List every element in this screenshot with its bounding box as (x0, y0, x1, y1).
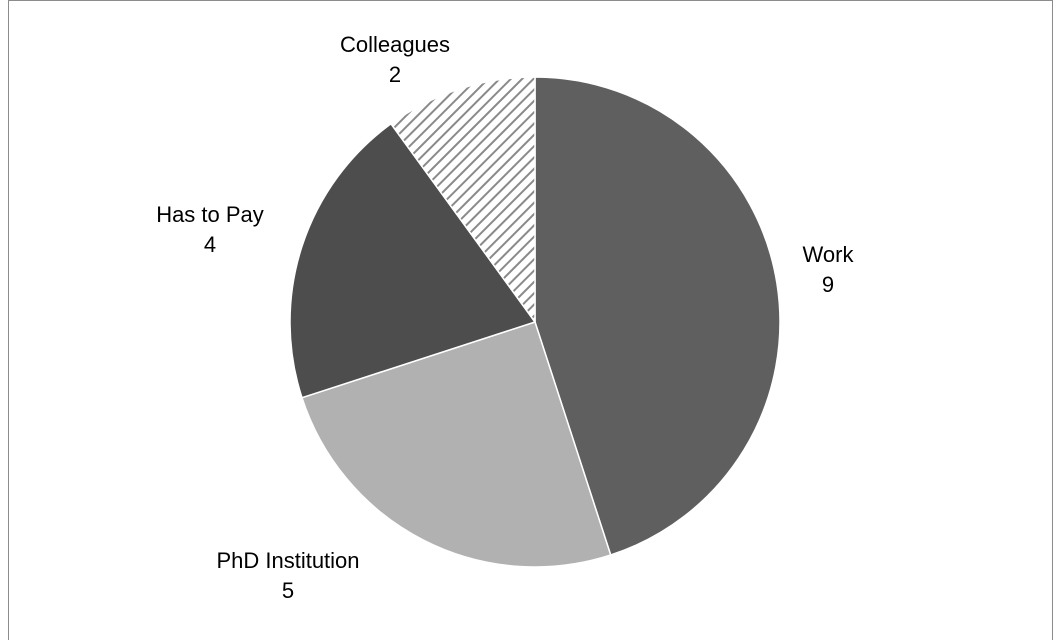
pie-slice-has-to-pay (289, 122, 537, 399)
category-label: Has to Pay (156, 202, 264, 227)
pie-slice-phd-institution (301, 321, 612, 568)
chart-area (8, 0, 1053, 640)
value-label: 5 (282, 578, 294, 603)
value-label: 4 (204, 232, 216, 257)
value-label: 9 (822, 272, 834, 297)
pie-slice-colleagues (389, 76, 536, 325)
pie-slice-work (534, 76, 781, 556)
category-label: Work (803, 242, 855, 267)
category-label: Colleagues (340, 32, 450, 57)
category-label: PhD Institution (216, 548, 359, 573)
value-label: 2 (389, 62, 401, 87)
